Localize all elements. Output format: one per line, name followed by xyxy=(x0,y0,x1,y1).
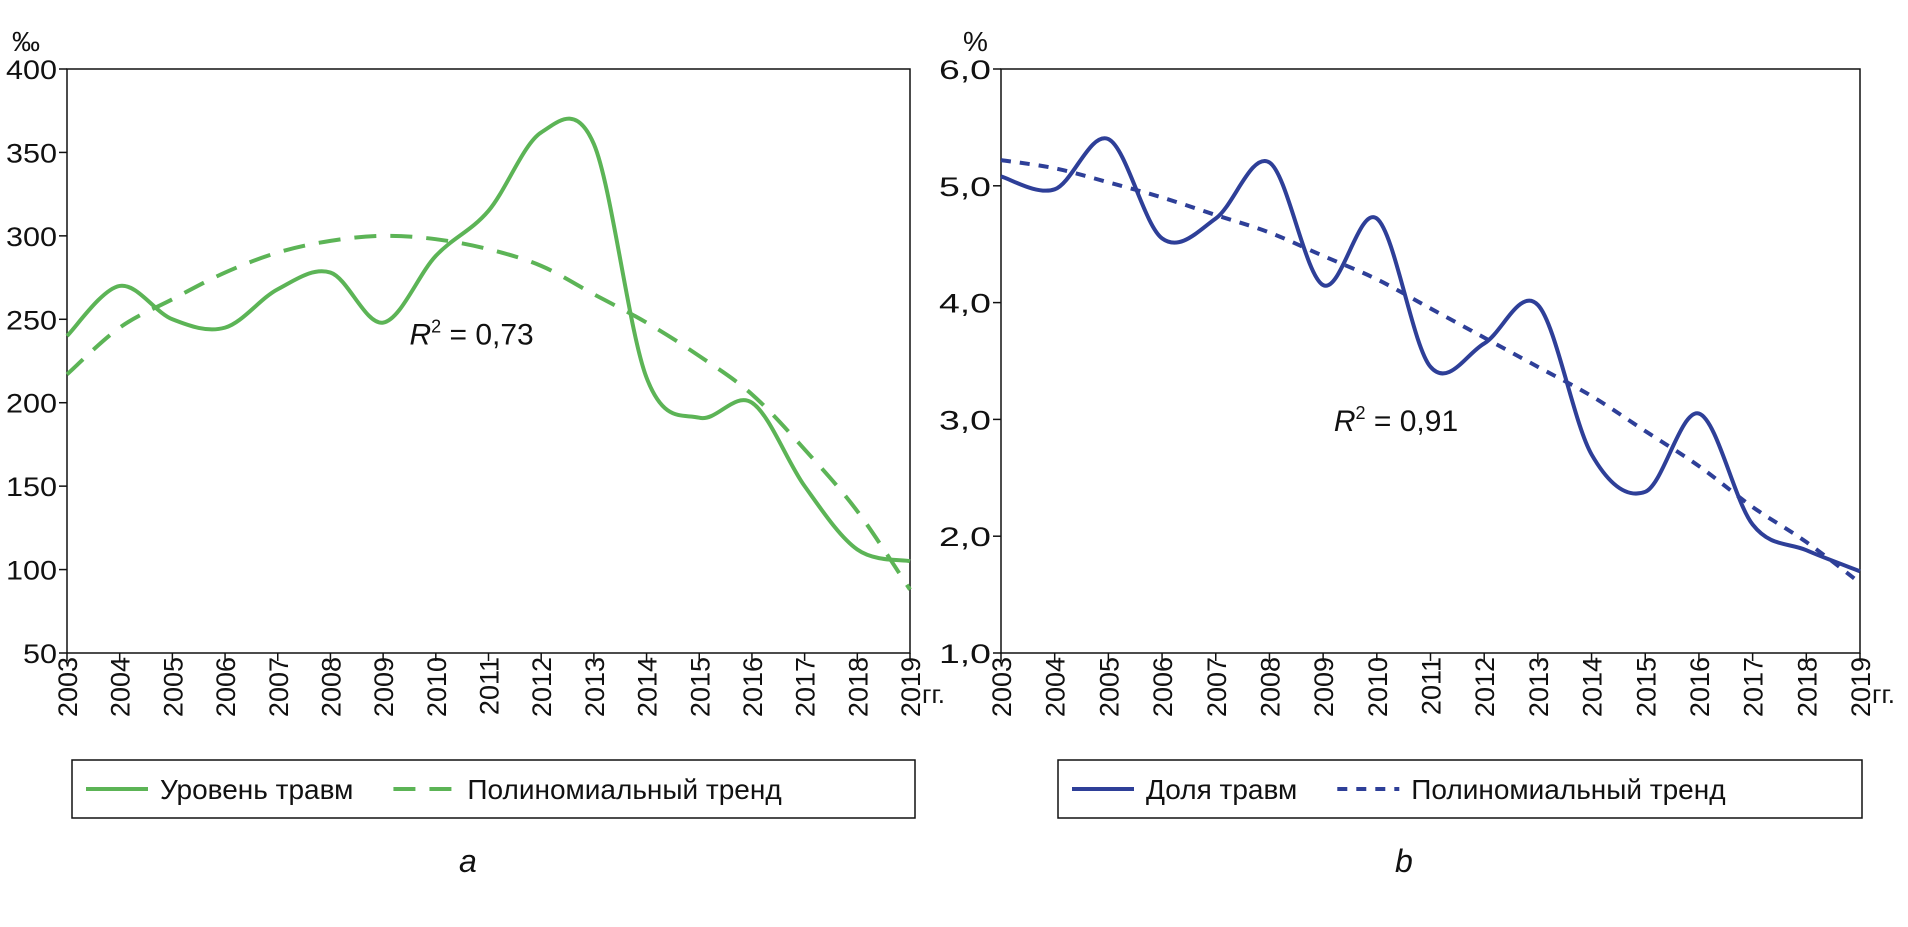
y-tick-label: 350 xyxy=(6,138,57,168)
r-squared-annotation: R2 = 0,73 xyxy=(409,316,533,351)
legend-box xyxy=(71,759,916,819)
x-tick-label: 2012 xyxy=(1470,657,1500,717)
chart-panel-b: % 1,0 2,0 3,0 4,0 5,0 6,0 2003 2004 2005 2006 2007 2… xyxy=(939,26,1895,879)
y-unit-label: % xyxy=(963,26,988,57)
x-tick-label: 2019 xyxy=(896,657,926,717)
x-tick-label: 2009 xyxy=(1309,657,1339,717)
legend-label: Доля травм xyxy=(1146,774,1297,805)
x-tick-label: 2007 xyxy=(264,657,294,717)
panel-label: b xyxy=(1395,843,1413,879)
y-tick-label: 2,0 xyxy=(939,522,991,552)
y-tick-label: 200 xyxy=(6,389,57,419)
x-tick-label: 2017 xyxy=(791,657,821,717)
panel-label: a xyxy=(459,843,477,879)
x-tick-label: 2006 xyxy=(211,657,241,717)
y-tick-label: 50 xyxy=(23,639,57,669)
y-unit-label: ‰ xyxy=(12,26,40,57)
legend-label: Полиномиальный тренд xyxy=(467,774,781,805)
series-line-0 xyxy=(65,116,911,564)
series-line-0 xyxy=(1000,136,1861,574)
y-tick-label: 400 xyxy=(6,55,57,85)
legend: Уровень травм Полиномиальный тренд xyxy=(71,759,916,819)
y-tick-label: 250 xyxy=(6,305,57,335)
x-tick-label: 2014 xyxy=(633,657,663,717)
x-tick-label: 2015 xyxy=(685,657,715,717)
chart-panel-a: ‰ 50 100 150 200 250 300 350 400 2003 2004 2005 2006… xyxy=(6,26,945,879)
x-tick-label: 2008 xyxy=(316,657,346,717)
x-tick-label: 2009 xyxy=(369,657,399,717)
x-tick-label: 2016 xyxy=(738,657,768,717)
plot-frame xyxy=(66,68,911,654)
x-tick-label: 2004 xyxy=(106,657,136,717)
x-tick-label: 2011 xyxy=(1417,657,1447,715)
x-tick-label: 2011 xyxy=(475,657,505,715)
x-tick-label: 2007 xyxy=(1202,657,1232,717)
x-unit-label: гг. xyxy=(1872,679,1895,709)
y-tick-label: 3,0 xyxy=(939,405,991,435)
r-squared-annotation: R2 = 0,91 xyxy=(1334,403,1458,438)
legend: Доля травм Полиномиальный тренд xyxy=(1057,759,1863,819)
superscript: 2 xyxy=(431,316,441,336)
series-line-1 xyxy=(65,233,912,591)
x-tick-label: 2019 xyxy=(1846,657,1876,717)
x-tick-label: 2014 xyxy=(1578,657,1608,717)
x-tick-label: 2004 xyxy=(1041,657,1071,717)
x-tick-label: 2010 xyxy=(1363,657,1393,717)
y-tick-label: 6,0 xyxy=(939,55,991,85)
x-tick-label: 2003 xyxy=(53,657,83,717)
x-tick-label: 2018 xyxy=(843,657,873,717)
x-tick-label: 2003 xyxy=(987,657,1017,717)
legend-box xyxy=(1057,759,1863,819)
x-tick-label: 2016 xyxy=(1685,657,1715,717)
x-tick-label: 2005 xyxy=(1094,657,1124,717)
x-unit-label: гг. xyxy=(922,679,945,709)
x-tick-label: 2005 xyxy=(158,657,188,717)
series-line-1 xyxy=(1000,158,1862,585)
x-tick-label: 2017 xyxy=(1739,657,1769,717)
x-tick-label: 2015 xyxy=(1631,657,1661,717)
r-squared-value: = 0,73 xyxy=(441,318,534,351)
x-tick-label: 2010 xyxy=(422,657,452,717)
r-squared-value: = 0,91 xyxy=(1366,405,1459,438)
legend-label: Полиномиальный тренд xyxy=(1411,774,1725,805)
legend-label: Уровень травм xyxy=(160,774,353,805)
y-tick-label: 4,0 xyxy=(939,289,991,319)
x-tick-label: 2008 xyxy=(1255,657,1285,717)
y-tick-label: 300 xyxy=(6,222,57,252)
x-tick-label: 2018 xyxy=(1792,657,1822,717)
y-tick-label: 5,0 xyxy=(939,172,991,202)
y-tick-label: 100 xyxy=(6,556,57,586)
x-tick-label: 2013 xyxy=(1524,657,1554,717)
x-tick-label: 2012 xyxy=(527,657,557,717)
superscript: 2 xyxy=(1356,403,1366,423)
x-tick-label: 2006 xyxy=(1148,657,1178,717)
x-tick-label: 2013 xyxy=(580,657,610,717)
plot-frame xyxy=(1000,68,1861,654)
y-tick-label: 150 xyxy=(6,472,57,502)
y-tick-label: 1,0 xyxy=(939,639,991,669)
